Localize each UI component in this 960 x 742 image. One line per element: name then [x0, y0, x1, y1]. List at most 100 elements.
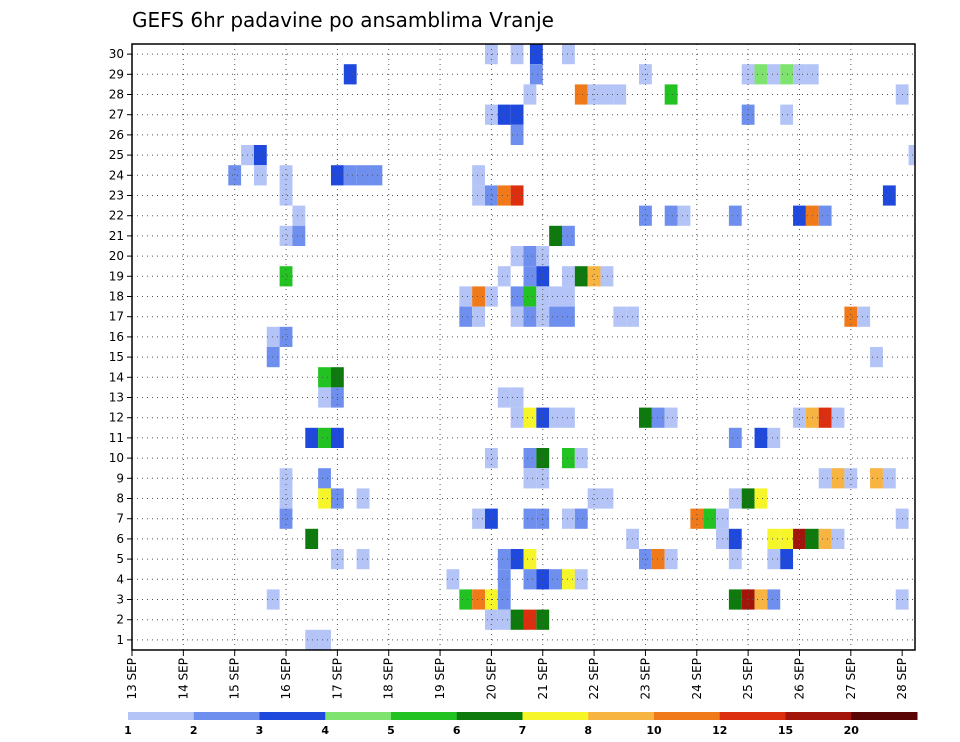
heatmap-cell — [318, 367, 331, 388]
heatmap-cell — [562, 306, 575, 327]
heatmap-cell — [484, 448, 498, 469]
heatmap-cell — [741, 488, 755, 509]
heatmap-cell — [523, 266, 537, 287]
heatmap-cell — [639, 205, 652, 226]
heatmap-cell — [305, 528, 319, 549]
colorbar-swatch — [391, 712, 458, 720]
colorbar-swatch — [259, 712, 326, 720]
heatmap-cells — [228, 44, 915, 650]
x-tick-label: 15 SEP — [228, 658, 242, 700]
heatmap-cell — [356, 549, 370, 570]
x-tick-label: 22 SEP — [587, 658, 601, 700]
heatmap-cell — [613, 306, 627, 327]
heatmap-cell — [484, 185, 498, 206]
heatmap-cell — [279, 266, 293, 287]
y-tick-label: 23 — [109, 189, 124, 203]
heatmap-cell — [266, 326, 280, 347]
heatmap-cell — [472, 185, 485, 206]
heatmap-cell — [523, 286, 537, 307]
y-tick-label: 17 — [109, 310, 124, 324]
colorbar-label: 8 — [584, 724, 592, 737]
colorbar-label: 15 — [778, 724, 793, 737]
heatmap-cell — [562, 569, 575, 590]
heatmap-cell — [562, 448, 575, 469]
heatmap-cell — [728, 427, 742, 448]
heatmap-cell — [356, 165, 370, 186]
heatmap-cell — [253, 165, 267, 186]
heatmap-cell — [780, 64, 794, 85]
colorbar-swatch — [456, 712, 523, 720]
heatmap-cell — [844, 468, 858, 489]
x-tick-label: 18 SEP — [382, 658, 396, 700]
heatmap-cell — [639, 407, 652, 428]
y-tick-label: 1 — [116, 633, 124, 647]
heatmap-cell — [523, 84, 537, 105]
y-tick-label: 11 — [109, 431, 124, 445]
y-tick-label: 26 — [109, 128, 124, 142]
heatmap-cell — [459, 306, 473, 327]
heatmap-cell — [818, 205, 832, 226]
heatmap-cell — [562, 266, 575, 287]
colorbar-label: 3 — [256, 724, 264, 737]
colorbar-swatch — [325, 712, 392, 720]
colorbar-label: 5 — [387, 724, 395, 737]
heatmap-cell — [587, 488, 601, 509]
heatmap-cell — [318, 387, 331, 408]
heatmap-cell — [279, 508, 293, 529]
heatmap-cell — [793, 407, 806, 428]
heatmap-cell — [523, 246, 537, 267]
colorbar-swatch — [851, 712, 918, 720]
colorbar-swatch — [719, 712, 786, 720]
x-tick-label: 27 SEP — [844, 658, 858, 700]
heatmap-cell — [497, 569, 511, 590]
heatmap-cell — [472, 589, 485, 610]
heatmap-cell — [472, 306, 485, 327]
heatmap-cell — [497, 266, 511, 287]
colorbar-swatch — [785, 712, 852, 720]
heatmap-cell — [857, 306, 871, 327]
x-tick-label: 17 SEP — [330, 658, 344, 700]
heatmap-cell — [523, 468, 537, 489]
x-tick-label: 16 SEP — [279, 658, 293, 700]
heatmap-cell — [279, 488, 293, 509]
x-tick-label: 13 SEP — [125, 658, 139, 700]
heatmap-cell — [318, 488, 331, 509]
heatmap-cell — [780, 528, 794, 549]
heatmap-cell — [754, 488, 768, 509]
heatmap-cell — [780, 549, 794, 570]
heatmap-cell — [279, 468, 293, 489]
heatmap-cell — [497, 589, 511, 610]
heatmap-cell — [279, 165, 293, 186]
x-axis: 13 SEP 14 SEP 15 SEP 16 SEP 17 SEP 18 SEP 19 S… — [125, 650, 909, 700]
heatmap-cell — [497, 185, 511, 206]
heatmap-cell — [664, 549, 678, 570]
heatmap-cell — [728, 528, 742, 549]
x-tick-label: 25 SEP — [741, 658, 755, 700]
colorbar-label: 12 — [712, 724, 727, 737]
heatmap-cell — [266, 589, 280, 610]
colorbar-label: 20 — [844, 724, 860, 737]
heatmap-cell — [472, 508, 485, 529]
heatmap-cell — [484, 508, 498, 529]
heatmap-cell — [767, 528, 781, 549]
heatmap-cell — [690, 508, 704, 529]
heatmap-cell — [818, 407, 832, 428]
y-tick-label: 20 — [109, 249, 124, 263]
heatmap-cell — [793, 205, 806, 226]
heatmap-cell — [305, 629, 319, 650]
y-tick-label: 28 — [109, 88, 124, 102]
x-tick-label: 14 SEP — [176, 658, 190, 700]
heatmap-cell — [523, 609, 537, 630]
heatmap-cell — [664, 84, 678, 105]
y-tick-label: 16 — [109, 330, 124, 344]
heatmap-cell — [292, 225, 306, 246]
colorbar-swatch — [193, 712, 260, 720]
heatmap-cell — [318, 629, 331, 650]
heatmap-cell — [523, 549, 537, 570]
y-tick-label: 8 — [116, 492, 124, 506]
colorbar-label: 10 — [646, 724, 662, 737]
colorbar-swatch — [522, 712, 589, 720]
heatmap-cell — [677, 205, 691, 226]
heatmap-cell — [574, 448, 588, 469]
y-tick-label: 5 — [116, 552, 124, 566]
